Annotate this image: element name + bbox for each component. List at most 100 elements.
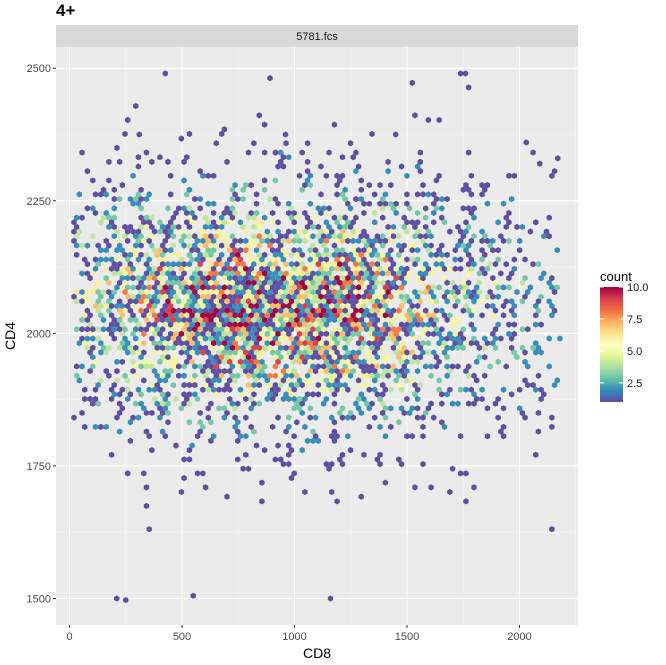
hex-bin	[208, 335, 214, 342]
hex-bin	[417, 279, 424, 286]
hex-bin	[433, 177, 440, 184]
hex-bin	[186, 279, 193, 286]
hex-bin	[350, 265, 356, 272]
hex-bin	[192, 195, 198, 203]
hex-bin	[401, 363, 407, 370]
hex-bin	[154, 316, 160, 324]
hex-bin	[176, 261, 182, 268]
hex-bin	[490, 330, 496, 338]
hex-bin	[369, 279, 375, 286]
hex-bin	[251, 233, 257, 240]
hex-bin	[237, 302, 244, 310]
hex-bin	[138, 288, 144, 296]
hex-bin	[221, 349, 228, 356]
hex-bin	[261, 372, 268, 379]
hex-bin	[358, 186, 364, 193]
hex-bin	[178, 275, 185, 282]
hex-bin	[312, 349, 319, 356]
hex-bin	[460, 307, 466, 314]
hex-bin	[304, 307, 311, 314]
hex-bin	[108, 386, 115, 393]
hex-bin	[479, 182, 485, 189]
hex-bin	[425, 405, 432, 412]
facet-strip	[56, 25, 578, 47]
hex-bin	[436, 386, 442, 393]
hex-bin	[441, 219, 448, 226]
hex-bin	[275, 349, 281, 356]
hex-bin	[315, 316, 321, 324]
hex-bin	[291, 265, 297, 272]
hex-bin	[114, 144, 120, 152]
hex-bin	[326, 381, 332, 389]
hex-bin	[186, 381, 193, 389]
hex-bin	[463, 247, 469, 254]
hex-bin	[286, 349, 292, 356]
hex-bin	[178, 405, 185, 412]
hex-bin	[216, 358, 222, 365]
hex-bin	[146, 219, 152, 226]
hex-bin	[221, 312, 228, 319]
hex-bin	[103, 275, 109, 282]
hex-bin	[304, 270, 311, 277]
hex-bin	[471, 298, 477, 305]
hex-bin	[457, 386, 464, 393]
hex-bin	[243, 284, 249, 291]
hex-bin	[396, 307, 402, 314]
hex-bin	[125, 284, 131, 291]
hex-bin	[98, 191, 104, 198]
hex-bin	[184, 265, 190, 272]
hex-bin	[310, 288, 316, 296]
hex-bin	[162, 358, 168, 365]
hex-bin	[232, 247, 238, 254]
hex-bin	[412, 233, 418, 240]
hex-bin	[253, 302, 260, 310]
hex-bin	[334, 302, 340, 310]
hex-bin	[149, 214, 155, 221]
hex-bin	[218, 261, 225, 268]
hex-bin	[428, 363, 434, 370]
hex-bin	[299, 149, 305, 156]
hex-bin	[181, 205, 187, 212]
hex-bin	[436, 340, 442, 347]
hex-bin	[267, 335, 273, 342]
hex-bin	[125, 340, 131, 347]
hex-bin	[355, 247, 362, 254]
hex-bin	[404, 312, 410, 319]
hex-bin	[210, 386, 217, 393]
hex-bin	[409, 247, 415, 254]
hex-bin	[460, 344, 466, 351]
hex-bin	[366, 237, 372, 245]
hex-bin	[350, 321, 356, 328]
hex-bin	[176, 251, 182, 258]
hex-bin	[350, 219, 356, 226]
hex-bin	[310, 344, 316, 351]
hex-bin	[210, 377, 217, 384]
hex-bin	[202, 251, 209, 258]
hex-bin	[218, 130, 225, 138]
hex-bin	[345, 321, 351, 328]
hex-bin	[369, 130, 375, 138]
hex-bin	[229, 354, 236, 361]
hex-bin	[444, 251, 450, 258]
hex-bin	[251, 326, 257, 333]
hex-bin	[275, 340, 281, 347]
hex-bin	[425, 228, 432, 235]
hex-bin	[380, 195, 386, 203]
hex-bin	[98, 219, 104, 226]
hex-bin	[363, 363, 370, 370]
hex-bin	[227, 209, 233, 217]
hex-bin	[522, 293, 528, 300]
hex-bin	[194, 275, 201, 282]
hex-bin	[414, 163, 421, 170]
hex-bin	[159, 391, 166, 398]
hex-bin	[261, 270, 268, 277]
hex-bin	[103, 423, 109, 431]
hex-bin	[549, 423, 555, 431]
hex-bin	[181, 391, 187, 398]
hex-bin	[141, 275, 147, 282]
hex-bin	[423, 270, 429, 277]
hex-bin	[192, 381, 198, 389]
hex-bin	[146, 275, 152, 282]
hex-bin	[345, 284, 351, 291]
hex-bin	[243, 349, 249, 356]
